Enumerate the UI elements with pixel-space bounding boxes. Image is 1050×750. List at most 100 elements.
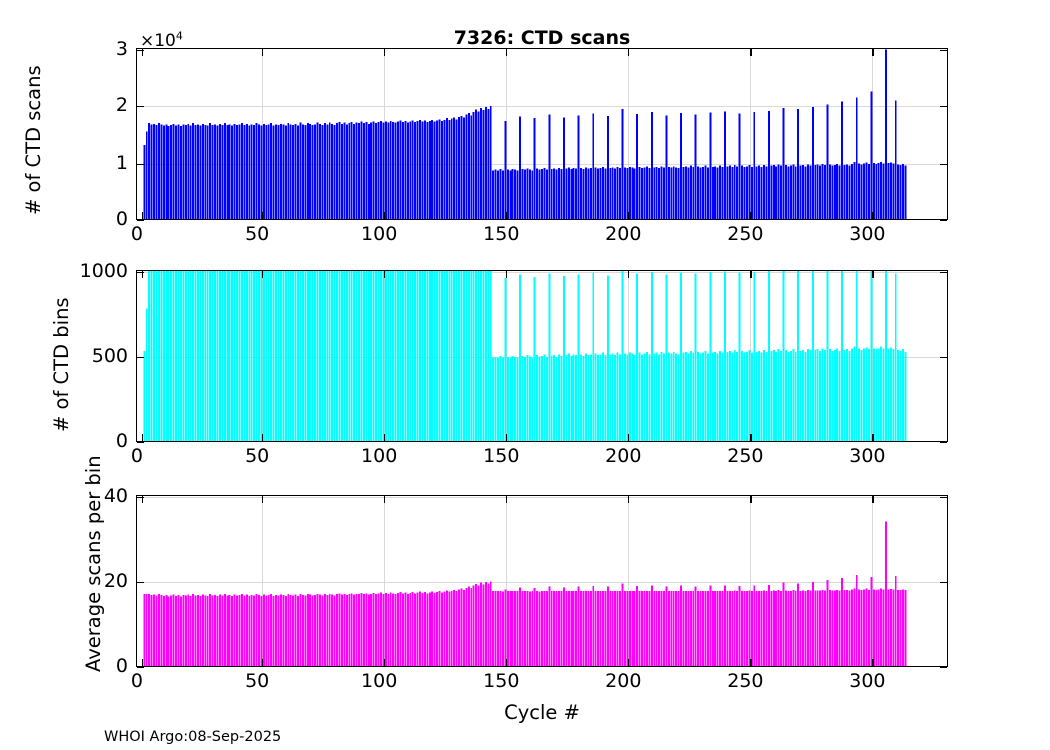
x-tick [750, 659, 752, 666]
gridline [137, 496, 947, 498]
y-tick [940, 49, 947, 51]
gridline [262, 496, 264, 666]
y-tick [137, 271, 144, 273]
x-tick [262, 49, 264, 56]
x-tick [750, 212, 752, 219]
x-tick [750, 496, 752, 503]
x-tick-label: 200 [605, 223, 642, 245]
gridline [262, 49, 264, 219]
x-tick [141, 496, 144, 503]
x-tick [141, 659, 144, 666]
gridline [262, 271, 264, 441]
y-tick [940, 163, 947, 165]
chart-title: 7326: CTD scans [453, 27, 631, 49]
y-tick [137, 163, 144, 165]
y-tick-label: 500 [91, 345, 128, 367]
bar-series-ctd-scans [143, 49, 907, 219]
y-axis-title-ctd-bins: # of CTD bins [50, 297, 73, 432]
x-tick-label: 0 [130, 223, 143, 245]
y-tick [137, 582, 144, 584]
x-tick [262, 434, 264, 441]
y-axis-title-avg-scans: Average scans per bin [82, 455, 105, 672]
x-tick [384, 271, 386, 278]
y-tick-label: 0 [115, 208, 128, 230]
x-tick [628, 49, 630, 56]
gridline [506, 496, 508, 666]
x-tick-label: 200 [605, 670, 642, 692]
x-tick-label: 100 [361, 223, 398, 245]
gridline [750, 49, 752, 219]
bar-series-ctd-bins [143, 271, 907, 441]
x-tick [262, 212, 264, 219]
y-tick [137, 49, 144, 51]
x-tick-label: 300 [849, 445, 886, 467]
y-tick [137, 496, 144, 498]
x-tick [628, 212, 630, 219]
x-tick [628, 496, 630, 503]
y-tick-label: 3 [115, 37, 128, 60]
y-tick-label: 0 [115, 430, 128, 452]
gridline [872, 496, 874, 666]
x-tick [141, 212, 144, 219]
x-tick [506, 434, 508, 441]
y-tick-label: 1000 [79, 259, 128, 282]
x-tick-label: 150 [483, 223, 520, 245]
y-tick-label: 2 [115, 94, 128, 117]
x-tick [628, 659, 630, 666]
x-tick-label: 250 [727, 223, 764, 245]
y-tick [940, 496, 947, 498]
plot-area-ctd-bins [137, 271, 947, 441]
x-tick-label: 0 [130, 670, 143, 692]
x-tick [384, 496, 386, 503]
y-tick [137, 219, 144, 221]
x-tick-label: 50 [245, 223, 270, 245]
axes-ctd-scans [136, 48, 948, 221]
x-tick [141, 49, 144, 56]
gridline [384, 271, 386, 441]
plot-area-ctd-scans [137, 49, 947, 219]
y-tick-label: 1 [115, 151, 128, 174]
x-tick [750, 271, 752, 278]
x-tick-label: 0 [130, 445, 143, 467]
gridline [872, 49, 874, 219]
footer-credit: WHOI Argo:08-Sep-2025 [104, 729, 282, 745]
x-tick [506, 496, 508, 503]
gridline [137, 163, 947, 165]
x-tick [506, 271, 508, 278]
x-tick [262, 659, 264, 666]
y-tick [137, 357, 144, 359]
x-tick [506, 659, 508, 666]
x-tick-label: 50 [245, 445, 270, 467]
x-tick-label: 200 [605, 445, 642, 467]
axes-avg-scans-per-bin [136, 495, 948, 668]
gridline [384, 496, 386, 666]
x-tick-label: 50 [245, 670, 270, 692]
gridline [384, 49, 386, 219]
x-tick-label: 300 [849, 670, 886, 692]
plot-area-avg-scans-per-bin [137, 496, 947, 666]
gridline [506, 49, 508, 219]
x-tick [384, 659, 386, 666]
x-tick [384, 434, 386, 441]
y-tick [940, 106, 947, 108]
y-tick [940, 441, 947, 443]
y-tick [940, 357, 947, 359]
gridline [137, 582, 947, 583]
gridline [137, 106, 947, 108]
y-axis-title-ctd-scans: # of CTD scans [22, 65, 45, 215]
x-tick [506, 49, 508, 56]
y-tick [940, 582, 947, 584]
gridline [506, 271, 508, 441]
y-tick [137, 106, 144, 108]
gridline [137, 271, 947, 273]
x-tick [750, 434, 752, 441]
x-tick-label: 250 [727, 445, 764, 467]
gridline [628, 49, 630, 219]
x-tick [872, 271, 874, 278]
x-tick [141, 434, 144, 441]
x-tick [262, 496, 264, 503]
x-tick [506, 212, 508, 219]
gridline [628, 271, 630, 441]
x-tick [262, 271, 264, 278]
